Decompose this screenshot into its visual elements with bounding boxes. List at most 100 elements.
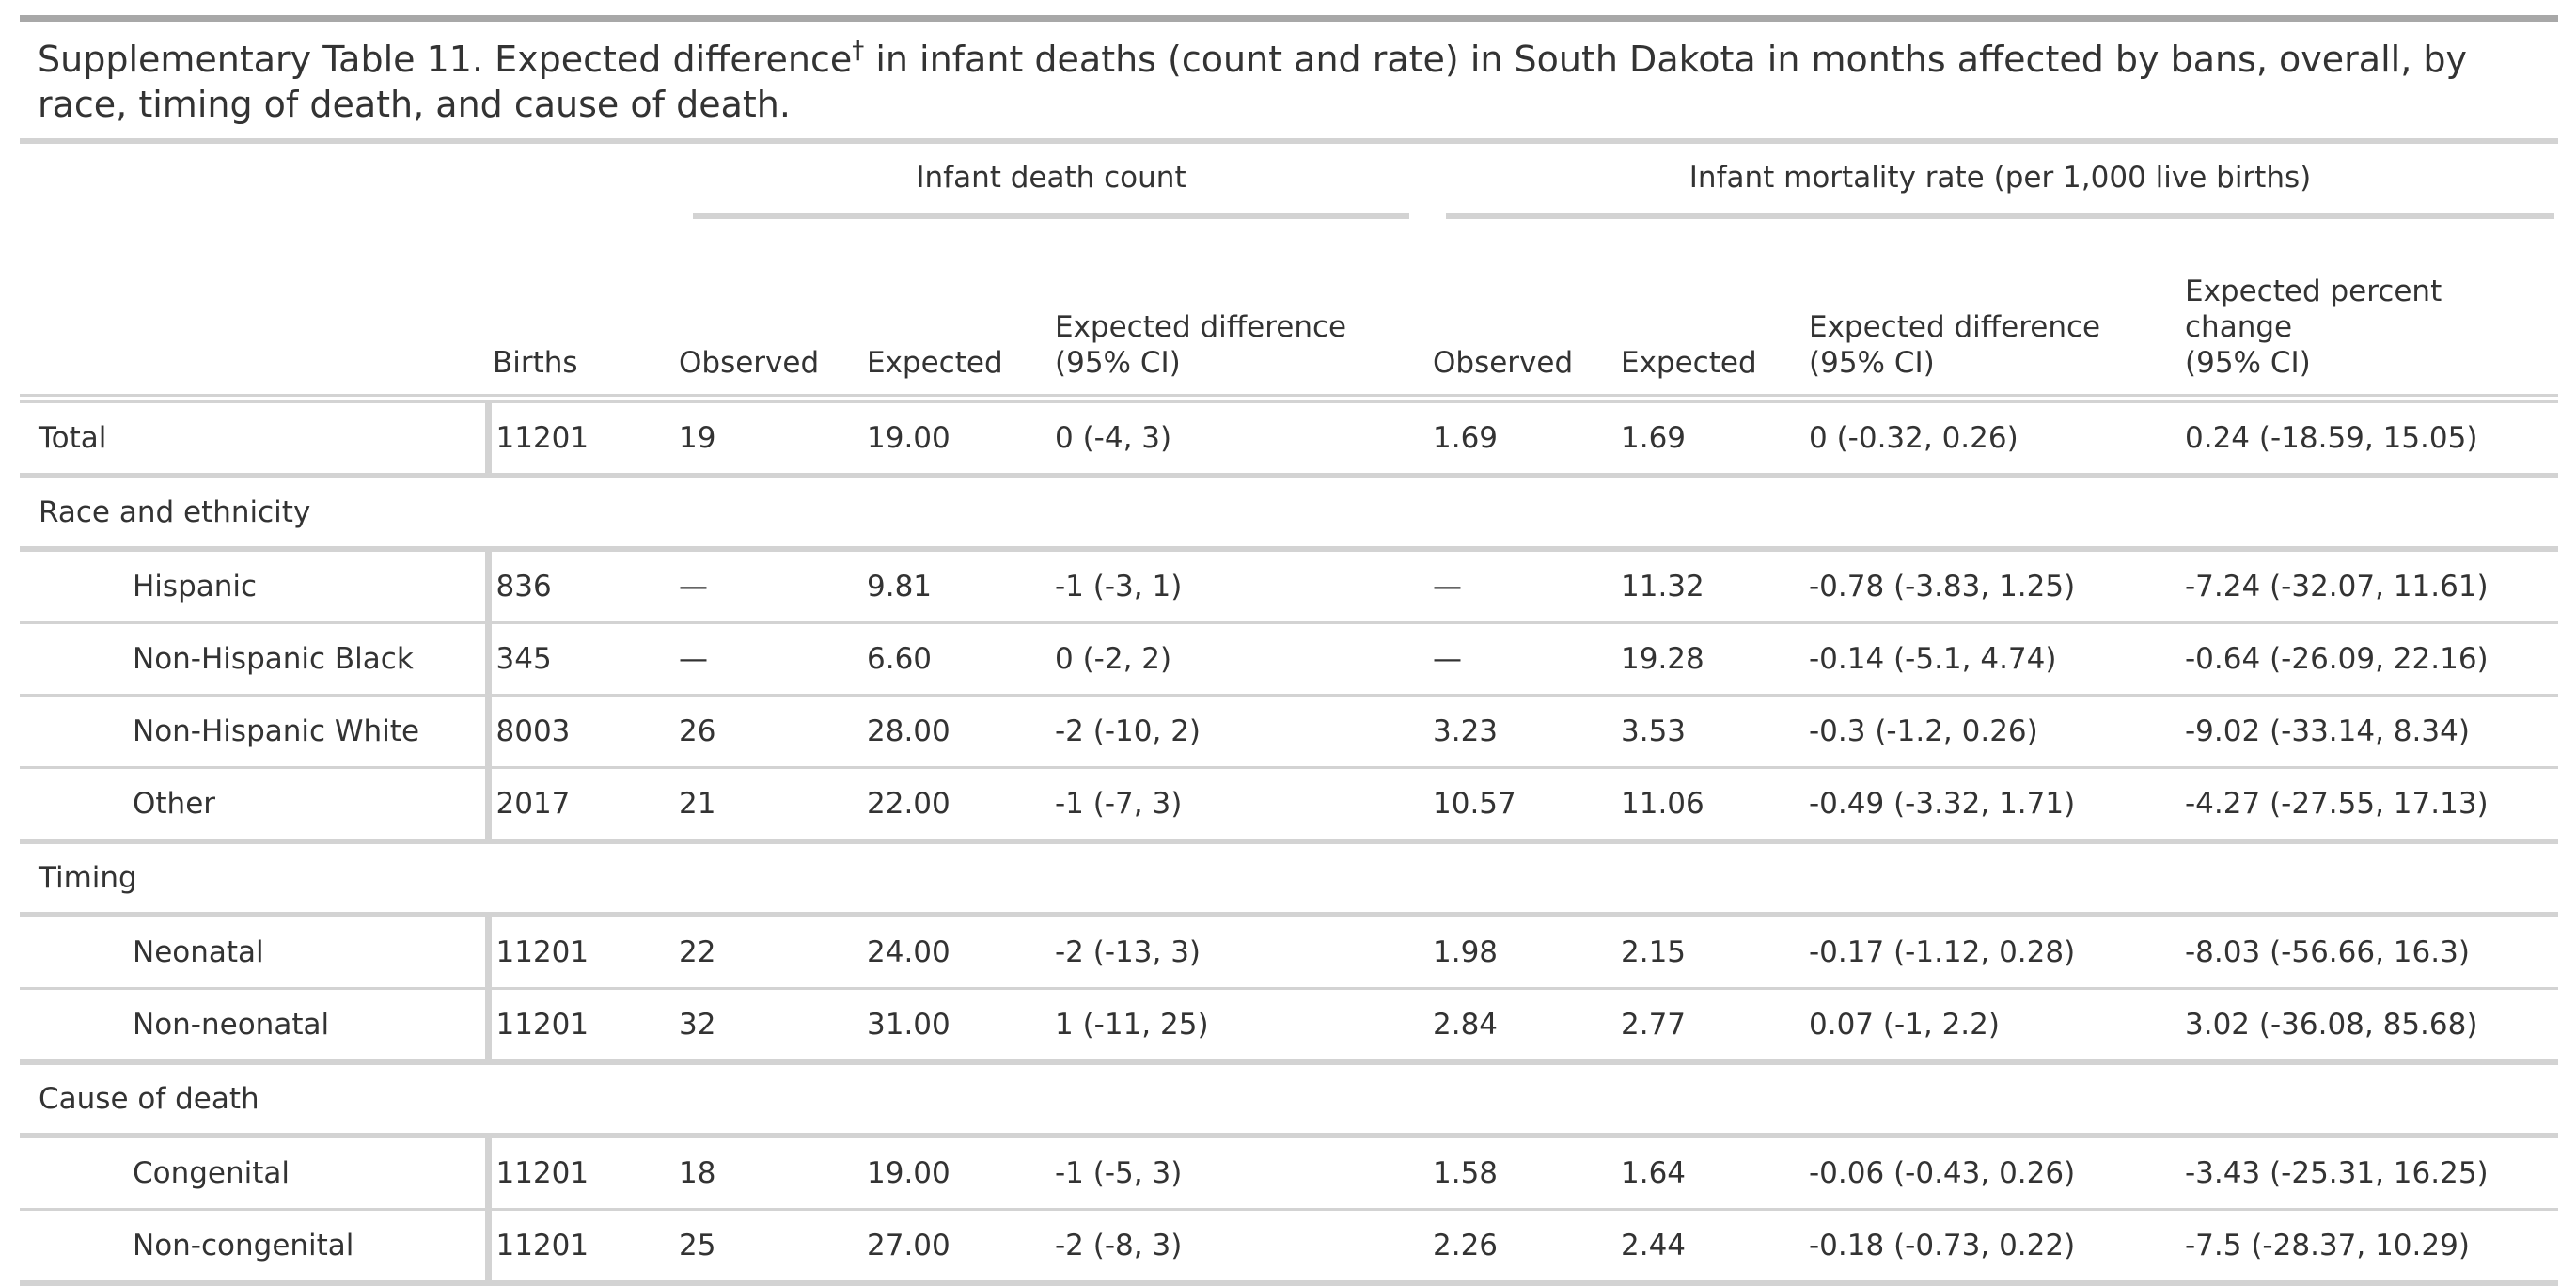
table-header: Infant death count Infant mortality rate…	[20, 141, 2559, 399]
group-label: Race and ethnicity	[20, 473, 2559, 552]
column-header-label	[20, 240, 488, 399]
cell-percent-change: 3.02 (-36.08, 85.68)	[2180, 988, 2559, 1065]
column-header-expected-rate: Expected	[1621, 346, 1757, 380]
cell-difference-count: -2 (-10, 2)	[1050, 695, 1428, 769]
column-header-births: Births	[493, 346, 578, 380]
cell-difference-count: -1 (-7, 3)	[1050, 767, 1428, 844]
spanner-label: Infant mortality rate (per 1,000 live bi…	[1446, 161, 2555, 219]
group-label: Cause of death	[20, 1059, 2559, 1138]
group-label: Timing	[20, 839, 2559, 917]
cell-births: 11201	[484, 1209, 674, 1286]
table-row: Non-Hispanic Black 345 — 6.60 0 (-2, 2) …	[20, 622, 2559, 697]
table-row: Other 2017 21 22.00 -1 (-7, 3) 10.57 11.…	[20, 767, 2559, 844]
row-label: Non-congenital	[20, 1209, 488, 1286]
column-header-difference-count: Expected difference (95% CI)	[1050, 240, 1428, 399]
group-header-race: Race and ethnicity	[20, 473, 2559, 552]
column-header-line: Expected percent	[2185, 274, 2442, 308]
cell-observed-count: 22	[674, 915, 862, 990]
cell-difference-count: -1 (-3, 1)	[1050, 549, 1428, 624]
cell-expected-count: 28.00	[862, 695, 1050, 769]
cell-expected-rate: 2.77	[1616, 988, 1804, 1065]
row-label: Non-Hispanic White	[20, 695, 488, 769]
table-caption: Supplementary Table 11. Expected differe…	[20, 22, 2558, 138]
cell-observed-rate: 2.84	[1428, 988, 1616, 1065]
dagger-footnote-mark: †	[852, 37, 865, 65]
spanner-row: Infant death count Infant mortality rate…	[20, 141, 2559, 240]
cell-expected-rate: 2.44	[1616, 1209, 1804, 1286]
table-row: Non-congenital 11201 25 27.00 -2 (-8, 3)…	[20, 1209, 2559, 1286]
column-header-row: Births Observed Expected Expected differ…	[20, 240, 2559, 399]
cell-expected-count: 31.00	[862, 988, 1050, 1065]
cell-observed-rate: 1.58	[1428, 1136, 1616, 1211]
cell-expected-rate: 1.64	[1616, 1136, 1804, 1211]
row-label: Non-Hispanic Black	[20, 622, 488, 697]
row-label: Non-neonatal	[20, 988, 488, 1065]
column-header-percent-change: Expected percent change (95% CI)	[2180, 240, 2558, 399]
cell-difference-count: -1 (-5, 3)	[1050, 1136, 1428, 1211]
cell-births: 11201	[484, 915, 674, 990]
caption-text: Supplementary Table 11. Expected differe…	[38, 39, 853, 80]
cell-observed-rate: 10.57	[1428, 767, 1616, 844]
cell-births: 11201	[484, 988, 674, 1065]
cell-percent-change: -8.03 (-56.66, 16.3)	[2180, 915, 2559, 990]
table-row: Hispanic 836 — 9.81 -1 (-3, 1) — 11.32 -…	[20, 549, 2559, 624]
cell-difference-rate: -0.06 (-0.43, 0.26)	[1804, 1136, 2180, 1211]
column-header-difference-rate: Expected difference (95% CI)	[1804, 240, 2180, 399]
caption-text-suffix: in infant deaths (count and rate) in Sou…	[38, 39, 2467, 125]
cell-expected-rate: 19.28	[1616, 622, 1804, 697]
cell-expected-count: 19.00	[862, 1136, 1050, 1211]
group-header-timing: Timing	[20, 839, 2559, 917]
table-row: Non-neonatal 11201 32 31.00 1 (-11, 25) …	[20, 988, 2559, 1065]
cell-births: 11201	[484, 1136, 674, 1211]
column-header-observed-rate: Observed	[1433, 346, 1574, 380]
table-body: Total 11201 19 19.00 0 (-4, 3) 1.69 1.69…	[20, 399, 2559, 1286]
cell-percent-change: -0.64 (-26.09, 22.16)	[2180, 622, 2559, 697]
cell-difference-rate: -0.17 (-1.12, 0.28)	[1804, 915, 2180, 990]
column-header-expected-count: Expected	[867, 346, 1003, 380]
cell-observed-rate: 1.98	[1428, 915, 1616, 990]
cell-difference-rate: -0.78 (-3.83, 1.25)	[1804, 549, 2180, 624]
row-label: Other	[20, 767, 488, 844]
cell-observed-count: 26	[674, 695, 862, 769]
cell-observed-rate: —	[1428, 549, 1616, 624]
row-label: Total	[20, 399, 488, 478]
spanner-empty	[488, 141, 674, 240]
cell-percent-change: -4.27 (-27.55, 17.13)	[2180, 767, 2559, 844]
cell-difference-rate: 0 (-0.32, 0.26)	[1804, 399, 2180, 478]
row-label: Congenital	[20, 1136, 488, 1211]
cell-observed-count: —	[674, 549, 862, 624]
column-header-line: change	[2185, 310, 2293, 344]
cell-expected-count: 19.00	[862, 399, 1050, 478]
table-row: Congenital 11201 18 19.00 -1 (-5, 3) 1.5…	[20, 1136, 2559, 1211]
cell-difference-count: 0 (-2, 2)	[1050, 622, 1428, 697]
cell-difference-count: 0 (-4, 3)	[1050, 399, 1428, 478]
column-header-line: (95% CI)	[1809, 346, 1935, 380]
cell-births: 836	[484, 549, 674, 624]
spanner-infant-mortality-rate: Infant mortality rate (per 1,000 live bi…	[1428, 141, 2558, 240]
cell-expected-rate: 1.69	[1616, 399, 1804, 478]
cell-expected-count: 24.00	[862, 915, 1050, 990]
row-label: Neonatal	[20, 915, 488, 990]
spanner-label: Infant death count	[693, 161, 1409, 219]
cell-percent-change: -7.24 (-32.07, 11.61)	[2180, 549, 2559, 624]
cell-expected-count: 27.00	[862, 1209, 1050, 1286]
cell-observed-count: 21	[674, 767, 862, 844]
cell-percent-change: -3.43 (-25.31, 16.25)	[2180, 1136, 2559, 1211]
cell-expected-count: 6.60	[862, 622, 1050, 697]
cell-expected-rate: 11.32	[1616, 549, 1804, 624]
cell-difference-rate: 0.07 (-1, 2.2)	[1804, 988, 2180, 1065]
table-row: Neonatal 11201 22 24.00 -2 (-13, 3) 1.98…	[20, 915, 2559, 990]
cell-observed-count: 19	[674, 399, 862, 478]
column-header-line: (95% CI)	[2185, 346, 2311, 380]
spanner-empty	[20, 141, 488, 240]
cell-expected-rate: 2.15	[1616, 915, 1804, 990]
cell-expected-count: 9.81	[862, 549, 1050, 624]
cell-observed-rate: —	[1428, 622, 1616, 697]
cell-observed-count: 25	[674, 1209, 862, 1286]
column-header-line: Expected difference	[1809, 310, 2101, 344]
spanner-infant-death-count: Infant death count	[674, 141, 1428, 240]
cell-expected-rate: 3.53	[1616, 695, 1804, 769]
cell-difference-rate: -0.18 (-0.73, 0.22)	[1804, 1209, 2180, 1286]
cell-difference-count: -2 (-8, 3)	[1050, 1209, 1428, 1286]
cell-difference-rate: -0.14 (-5.1, 4.74)	[1804, 622, 2180, 697]
